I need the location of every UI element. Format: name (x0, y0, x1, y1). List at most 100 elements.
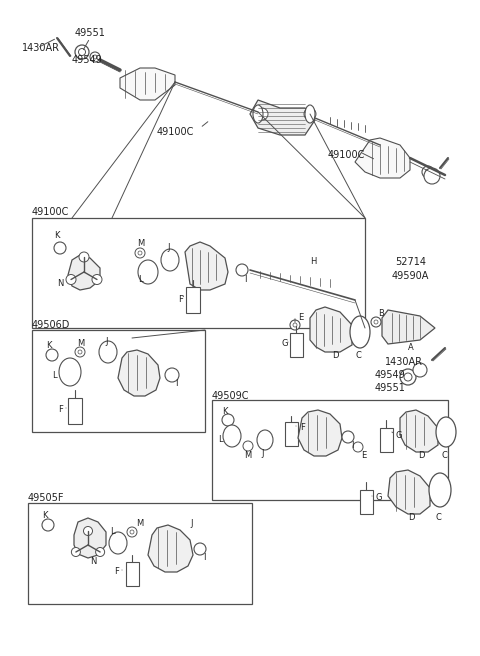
Circle shape (222, 414, 234, 426)
Circle shape (425, 169, 431, 174)
Text: J: J (261, 449, 264, 459)
Bar (126, 562, 139, 586)
Circle shape (194, 543, 206, 555)
Circle shape (424, 168, 440, 184)
Bar (186, 287, 200, 313)
Circle shape (79, 49, 85, 56)
Text: K: K (222, 407, 228, 417)
Text: D: D (408, 514, 415, 522)
Circle shape (400, 369, 416, 385)
Circle shape (374, 320, 378, 324)
Circle shape (127, 527, 137, 537)
Circle shape (46, 349, 58, 361)
Circle shape (75, 45, 89, 59)
Text: 1430AR: 1430AR (22, 43, 60, 53)
Bar (380, 428, 393, 452)
Circle shape (79, 252, 89, 262)
Text: 49100C: 49100C (328, 150, 365, 160)
Circle shape (42, 519, 54, 531)
Text: I: I (351, 440, 353, 449)
Circle shape (75, 347, 85, 357)
Text: D: D (418, 451, 424, 461)
Text: E: E (361, 451, 366, 461)
Polygon shape (185, 242, 228, 290)
Text: C: C (356, 352, 362, 361)
Text: M: M (244, 451, 251, 459)
Circle shape (304, 108, 316, 120)
Text: A: A (408, 344, 414, 352)
Text: H: H (310, 258, 316, 266)
Polygon shape (118, 350, 160, 396)
Text: J: J (190, 520, 192, 529)
Text: 49100C: 49100C (32, 207, 70, 217)
Text: M: M (137, 239, 144, 247)
Bar (68, 398, 82, 424)
Polygon shape (355, 138, 410, 178)
Circle shape (135, 248, 145, 258)
Text: 49551: 49551 (75, 28, 106, 38)
Polygon shape (310, 307, 352, 352)
Ellipse shape (223, 425, 241, 447)
Ellipse shape (99, 341, 117, 363)
Text: 49100C: 49100C (157, 127, 194, 137)
Text: 49509C: 49509C (212, 391, 250, 401)
Text: G: G (376, 493, 383, 502)
Text: 49506D: 49506D (32, 320, 71, 330)
Bar (360, 490, 373, 514)
Text: C: C (436, 514, 442, 522)
Circle shape (342, 431, 354, 443)
Polygon shape (400, 410, 438, 452)
Text: 49551: 49551 (375, 383, 406, 393)
Text: J: J (167, 243, 169, 251)
Circle shape (290, 320, 300, 330)
Text: K: K (54, 230, 60, 239)
Ellipse shape (161, 249, 179, 271)
Polygon shape (68, 255, 100, 290)
Polygon shape (148, 525, 193, 572)
Bar (32, 218, 365, 328)
Text: K: K (42, 512, 48, 520)
Circle shape (130, 530, 134, 534)
Bar (32, 330, 205, 432)
Circle shape (236, 264, 248, 276)
Circle shape (256, 108, 268, 120)
Ellipse shape (436, 417, 456, 447)
Text: E: E (298, 314, 303, 323)
Polygon shape (298, 410, 342, 456)
Text: I: I (175, 379, 178, 388)
Text: L: L (52, 371, 57, 380)
Text: D: D (332, 352, 338, 361)
Circle shape (54, 242, 66, 254)
Circle shape (293, 323, 297, 327)
Text: M: M (77, 338, 84, 348)
Text: F: F (178, 295, 183, 304)
Circle shape (84, 527, 93, 535)
Text: 49549: 49549 (72, 55, 103, 65)
Circle shape (413, 363, 427, 377)
Text: F: F (300, 424, 305, 432)
Ellipse shape (257, 430, 273, 450)
Polygon shape (250, 100, 315, 135)
Ellipse shape (305, 105, 315, 123)
Bar (212, 400, 448, 500)
Text: F: F (114, 567, 119, 577)
Text: N: N (90, 558, 96, 567)
Text: F: F (58, 405, 63, 415)
Polygon shape (74, 518, 106, 558)
Text: 49505F: 49505F (28, 493, 64, 503)
Text: N: N (57, 279, 63, 289)
Polygon shape (120, 68, 175, 100)
Bar (28, 503, 252, 604)
Text: C: C (442, 451, 448, 461)
Circle shape (243, 441, 253, 451)
Ellipse shape (109, 532, 127, 554)
Polygon shape (382, 310, 435, 344)
Circle shape (90, 52, 100, 62)
Bar (285, 422, 298, 446)
Text: 52714: 52714 (395, 257, 426, 267)
Circle shape (72, 548, 80, 556)
Text: 1430AR: 1430AR (385, 357, 423, 367)
Text: G: G (282, 340, 288, 348)
Text: 49549: 49549 (375, 370, 406, 380)
Text: G: G (396, 430, 403, 440)
